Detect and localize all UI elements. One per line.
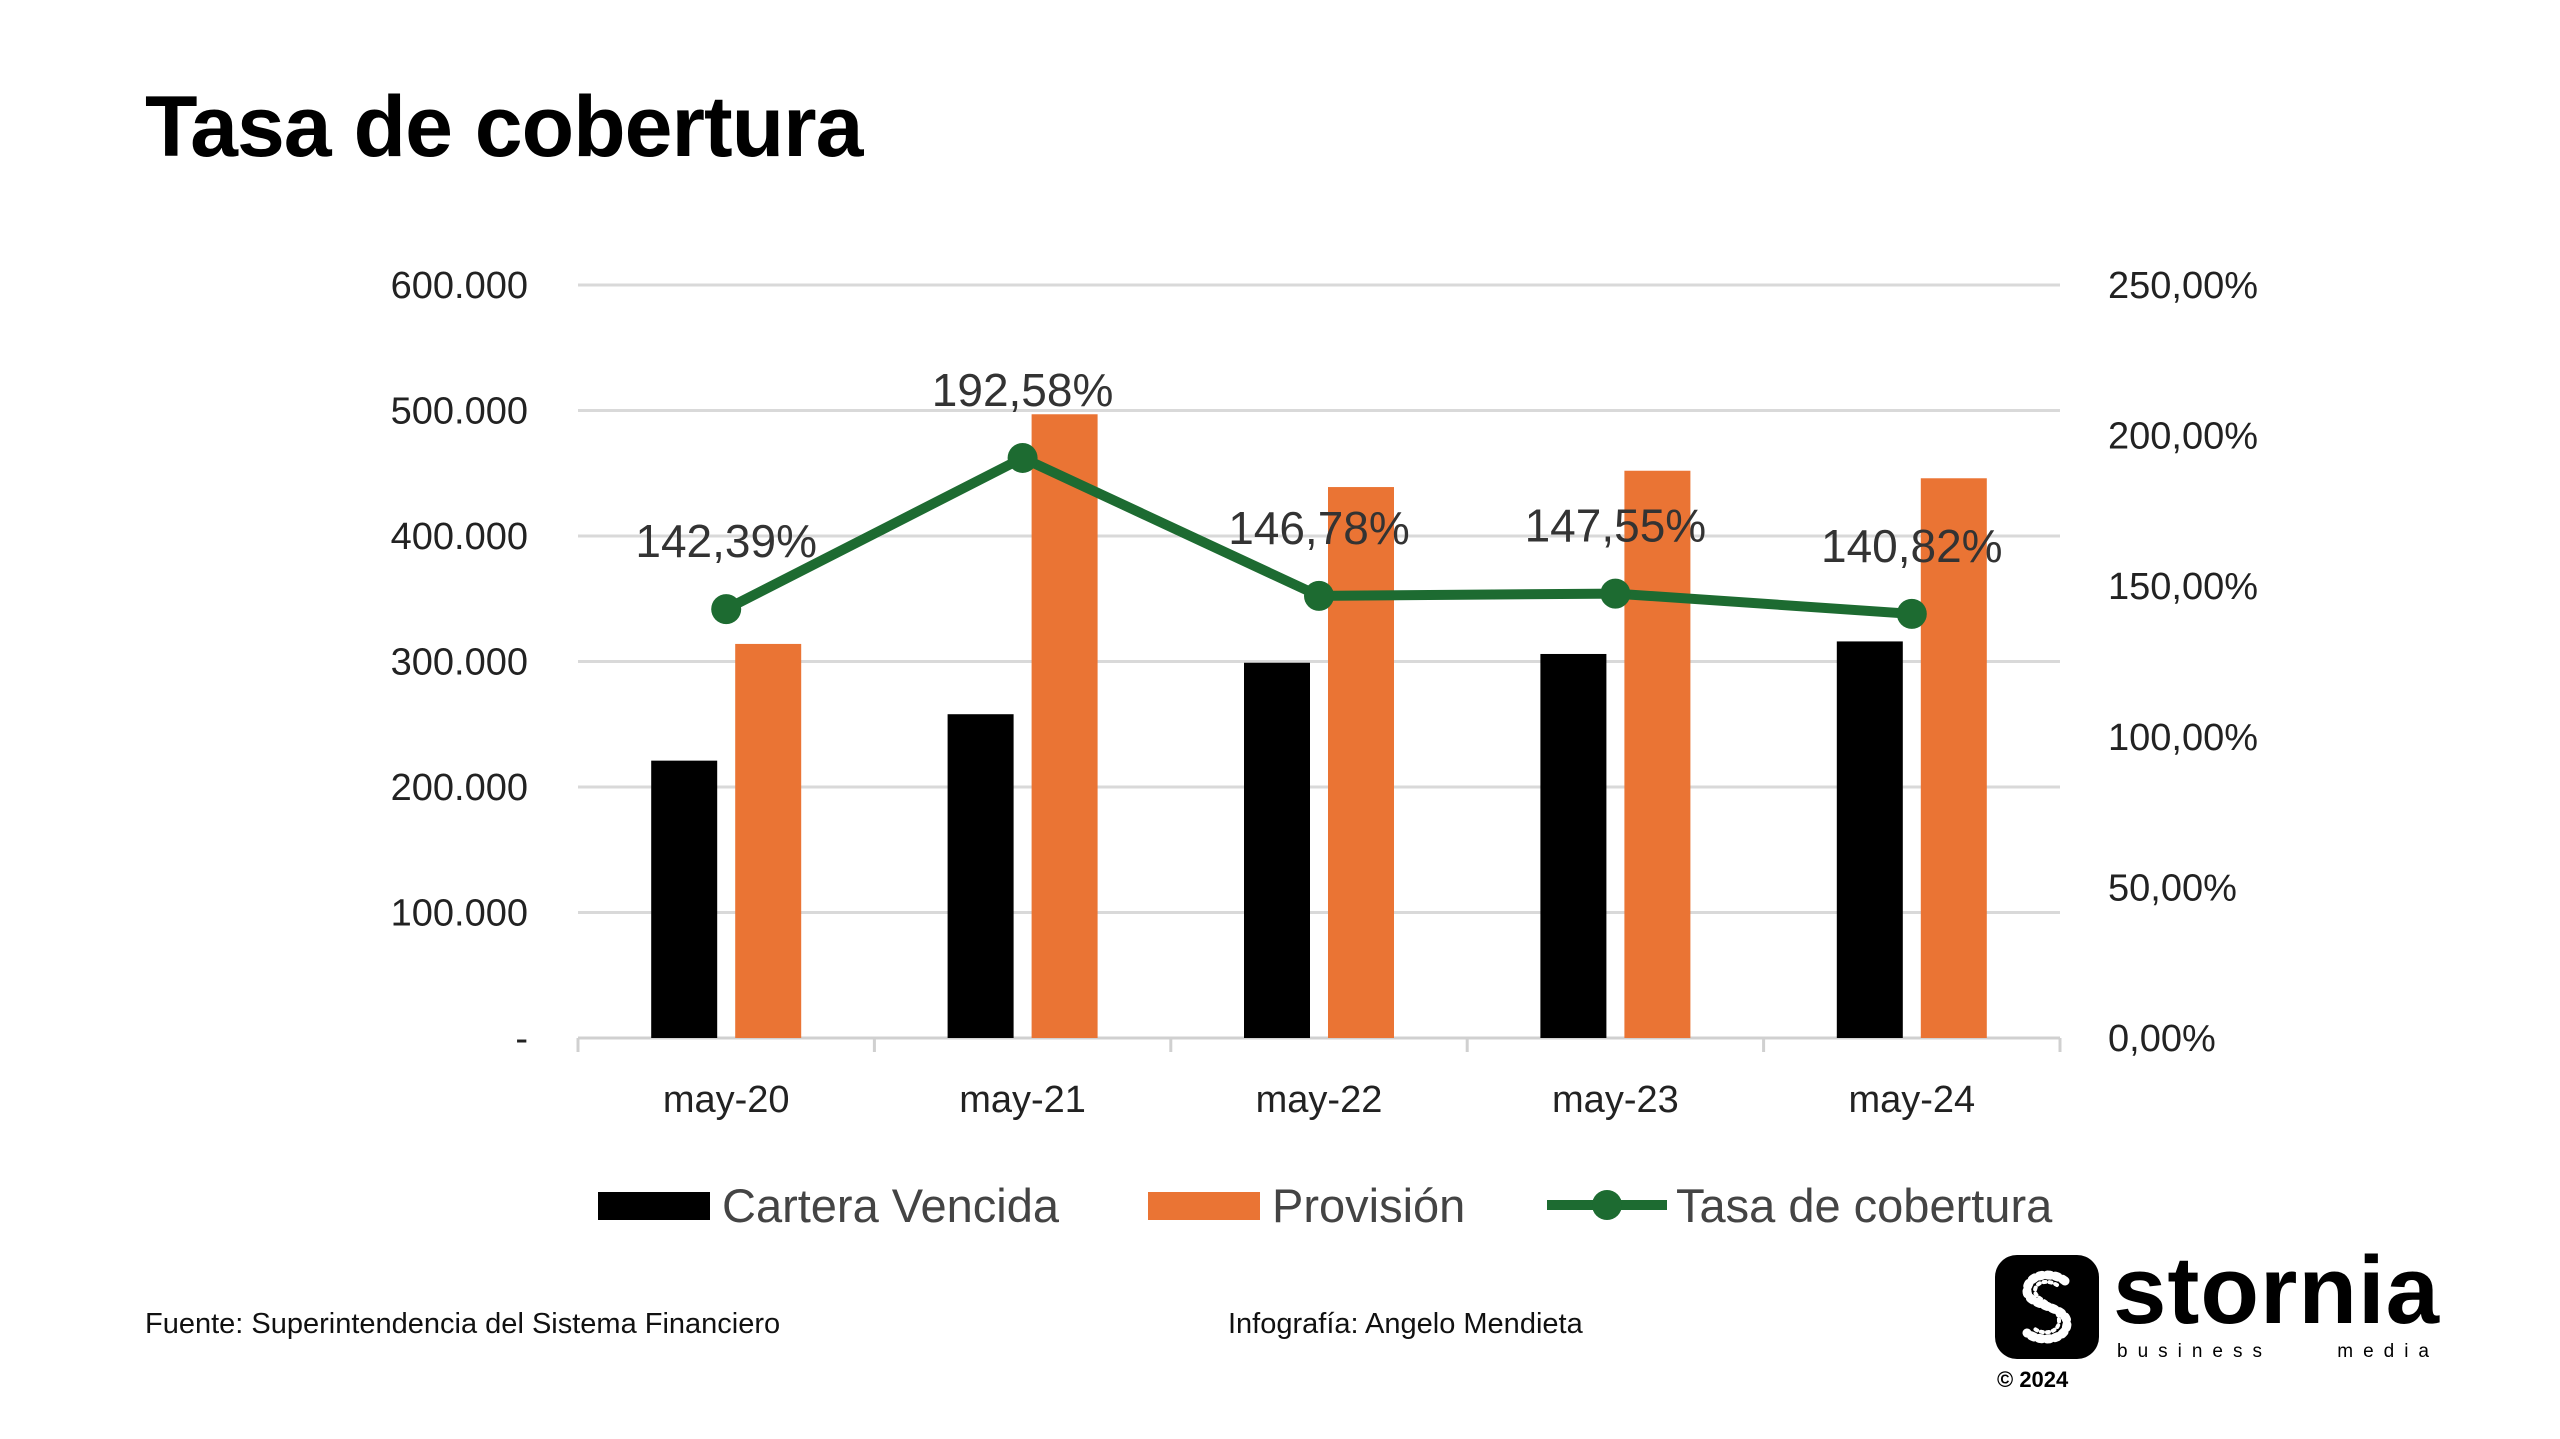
legend-swatch-cartera-vencida	[598, 1192, 710, 1220]
logo-tagline-word: media	[2337, 1341, 2439, 1362]
line-point	[711, 594, 742, 625]
y-left-tick-label: -	[515, 1018, 528, 1060]
y-left-tick-label: 600.000	[391, 265, 528, 307]
logo-tagline: business media	[2117, 1342, 2439, 1361]
legend-label-tasa-de-cobertura: Tasa de cobertura	[1676, 1179, 2053, 1232]
page-title: Tasa de cobertura	[145, 79, 863, 175]
x-tick-label: may-23	[1552, 1079, 1679, 1121]
y-left-tick-label: 300.000	[391, 642, 528, 684]
legend-label-cartera-vencida: Cartera Vencida	[722, 1179, 1060, 1232]
line-point	[1007, 442, 1038, 473]
x-axis	[576, 1036, 2062, 1052]
bar-provision	[1031, 414, 1098, 1038]
bars-layer	[651, 414, 1987, 1038]
y-left-tick-label: 100.000	[391, 893, 528, 935]
data-label: 140,82%	[1821, 520, 2003, 572]
line-point	[1896, 598, 1927, 629]
legend-swatch-provision	[1148, 1192, 1260, 1220]
y-right-tick-label: 100,00%	[2108, 717, 2258, 759]
data-label: 142,39%	[635, 515, 817, 567]
infographic-credit: Infografía: Angelo Mendieta	[1228, 1308, 1583, 1340]
bar-provision	[1328, 487, 1394, 1038]
y-left-tick-label: 400.000	[391, 516, 528, 558]
legend-marker-tasa-de-cobertura	[1592, 1190, 1622, 1220]
y-right-tick-label: 0,00%	[2108, 1018, 2216, 1060]
data-label: 147,55%	[1525, 500, 1707, 552]
y-axis-right: 0,00% 50,00% 100,00% 150,00% 200,00% 250,00%	[2108, 265, 2258, 1060]
bar-cartera-vencida	[1244, 662, 1310, 1038]
source-note: Fuente: Superintendencia del Sistema Fin…	[145, 1308, 781, 1340]
bar-provision	[1920, 478, 1987, 1038]
x-tick-label: may-21	[959, 1079, 1086, 1121]
bar-cartera-vencida	[1836, 641, 1903, 1038]
data-label: 146,78%	[1228, 502, 1410, 554]
y-left-tick-label: 200.000	[391, 767, 528, 809]
copyright: © 2024	[1997, 1367, 2069, 1392]
bar-provision	[735, 643, 802, 1038]
y-left-tick-label: 500.000	[391, 391, 528, 433]
legend: Cartera Vencida Provisión Tasa de cobertur…	[598, 1179, 2053, 1232]
stornia-logo: stornia business media © 2024	[1995, 1243, 2455, 1395]
bar-cartera-vencida	[651, 760, 718, 1038]
bar-cartera-vencida	[947, 714, 1014, 1038]
y-right-tick-label: 250,00%	[2108, 265, 2258, 307]
x-tick-labels: may-20 may-21 may-22 may-23 may-24	[663, 1079, 1975, 1121]
data-label: 192,58%	[932, 364, 1114, 416]
stornia-s-icon	[1995, 1255, 2099, 1359]
y-axis-left: - 100.000 200.000 300.000 400.000 500.000 600.…	[391, 265, 528, 1060]
line-layer	[711, 442, 1927, 629]
bar-provision	[1624, 470, 1691, 1038]
data-labels-layer: 142,39% 192,58% 146,78% 147,55% 140,82%	[635, 364, 2002, 572]
bar-cartera-vencida	[1540, 653, 1607, 1038]
logo-tagline-word: business	[2117, 1341, 2272, 1362]
line-point	[1600, 578, 1631, 609]
line-point	[1304, 580, 1334, 611]
legend-label-provision: Provisión	[1272, 1179, 1465, 1232]
x-tick-label: may-22	[1256, 1079, 1383, 1121]
x-tick-label: may-20	[663, 1079, 790, 1121]
y-right-tick-label: 150,00%	[2108, 566, 2258, 608]
y-right-tick-label: 50,00%	[2108, 867, 2237, 909]
logo-wordmark: stornia	[2113, 1237, 2441, 1344]
y-right-tick-label: 200,00%	[2108, 416, 2258, 458]
chart-gridlines	[578, 283, 2060, 914]
x-tick-label: may-24	[1848, 1079, 1975, 1121]
